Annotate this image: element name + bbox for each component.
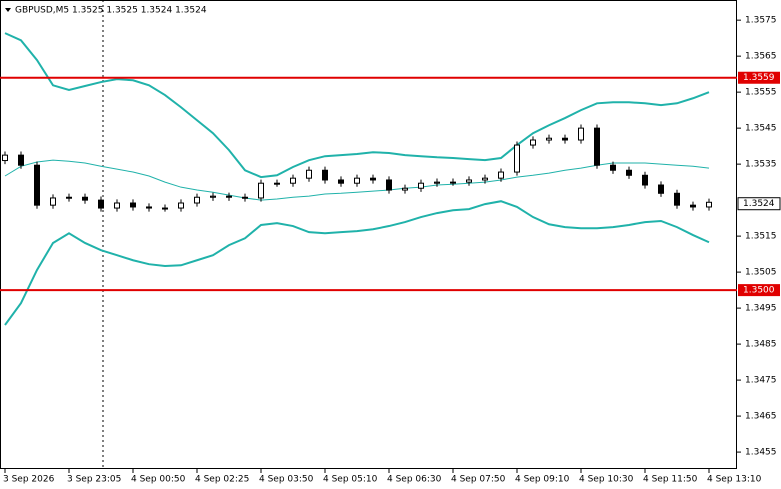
candle-body — [706, 201, 712, 208]
candle-body — [514, 144, 520, 173]
x-tick-label: 4 Sep 10:30 — [579, 475, 634, 485]
candle-body — [482, 177, 488, 181]
level-label: 1.3559 — [743, 73, 775, 83]
x-tick-label: 3 Sep 23:05 — [67, 475, 121, 485]
band-line — [4, 159, 710, 201]
candle-body — [578, 127, 584, 141]
candle-body — [290, 177, 296, 184]
candle-body — [82, 196, 88, 201]
candle-body — [2, 154, 8, 162]
candle-body — [546, 137, 552, 141]
candle-body — [466, 179, 472, 183]
candle-body — [610, 164, 616, 171]
plot-frame — [0, 0, 737, 469]
candle-body — [178, 202, 184, 209]
candle-body — [562, 137, 568, 141]
candle-body — [642, 174, 648, 186]
candle-body — [114, 202, 120, 209]
candle-body — [18, 154, 24, 166]
candle-body — [354, 177, 360, 184]
candle-body — [690, 204, 696, 208]
x-tick-label: 4 Sep 11:50 — [643, 475, 698, 485]
last-price-label: 1.3524 — [743, 199, 775, 209]
y-tick-label: 1.3515 — [745, 232, 777, 242]
x-tick-label: 4 Sep 02:25 — [195, 475, 249, 485]
x-tick-label: 4 Sep 05:10 — [323, 475, 378, 485]
x-tick-label: 4 Sep 00:50 — [131, 475, 186, 485]
candle-body — [50, 197, 56, 206]
chart-title: GBPUSD,M5 1.3525 1.3525 1.3524 1.3524 — [15, 6, 207, 16]
x-tick-label: 3 Sep 2026 — [3, 475, 55, 485]
y-tick-label: 1.3565 — [745, 52, 777, 62]
candle-body — [402, 187, 408, 191]
y-tick-label: 1.3475 — [745, 376, 777, 386]
candle-body — [34, 164, 40, 206]
candle-body — [66, 196, 72, 199]
candle-body — [306, 169, 312, 179]
y-tick-label: 1.3545 — [745, 124, 777, 134]
menu-arrow — [5, 8, 11, 12]
candle-body — [418, 182, 424, 189]
candle-body — [98, 199, 104, 209]
y-tick-label: 1.3455 — [745, 448, 777, 458]
y-tick-label: 1.3575 — [745, 16, 777, 26]
y-tick-label: 1.3465 — [745, 412, 777, 422]
candle-body — [530, 139, 536, 146]
candle-body — [274, 182, 280, 185]
candle-body — [594, 127, 600, 166]
y-tick-label: 1.3505 — [745, 268, 777, 278]
y-tick-label: 1.3495 — [745, 304, 777, 314]
x-tick-label: 4 Sep 09:10 — [515, 475, 570, 485]
candle-body — [658, 184, 664, 194]
candle-body — [370, 177, 376, 181]
x-tick-label: 4 Sep 03:50 — [259, 475, 314, 485]
candle-body — [338, 179, 344, 184]
candle-body — [226, 195, 232, 198]
last-price-box — [737, 197, 781, 211]
candle-body — [210, 195, 216, 198]
candle-body — [386, 179, 392, 191]
candle-body — [130, 202, 136, 208]
band-line — [4, 200, 710, 326]
candle-body — [674, 192, 680, 206]
candle-body — [258, 182, 264, 199]
candle-body — [498, 171, 504, 179]
x-tick-label: 4 Sep 07:50 — [451, 475, 506, 485]
candle-body — [146, 206, 152, 209]
level-label-box — [738, 284, 780, 297]
level-label: 1.3500 — [743, 286, 775, 296]
x-tick-label: 4 Sep 06:30 — [387, 475, 442, 485]
band-line — [4, 32, 710, 179]
candle-body — [162, 207, 168, 210]
candle-body — [194, 196, 200, 204]
candle-body — [322, 169, 328, 181]
y-tick-label: 1.3535 — [745, 160, 777, 170]
candle-body — [242, 196, 248, 199]
y-tick-label: 1.3555 — [745, 88, 777, 98]
level-label-box — [738, 71, 780, 84]
candle-body — [450, 181, 456, 184]
y-tick-label: 1.3485 — [745, 340, 777, 350]
x-tick-label: 4 Sep 13:10 — [707, 475, 762, 485]
candle-body — [434, 181, 440, 184]
candle-body — [626, 169, 632, 176]
